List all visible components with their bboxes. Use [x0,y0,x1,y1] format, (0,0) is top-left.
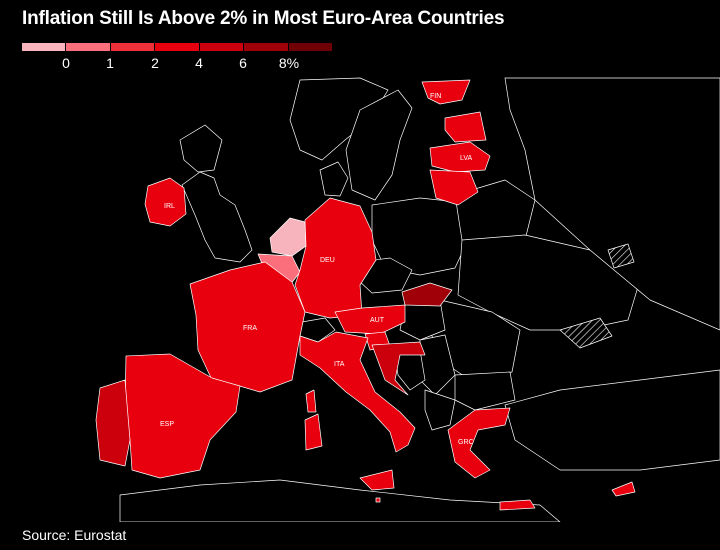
legend-swatch-1 [22,43,67,51]
country-grc [447,407,511,479]
country-alb-mkd [424,389,456,431]
label-grc: GRC [458,439,474,446]
legend-tick-2: 2 [151,55,159,71]
europe-map: FIN LVA IRL DEU FRA AUT ITA ESP GRC [95,77,720,522]
country-mlt [375,497,381,503]
disputed-area [559,317,613,349]
source-note: Source: Eurostat [22,527,127,543]
legend-tick-4: 4 [195,55,203,71]
legend-color-bar [22,43,332,51]
chart-title: Inflation Still Is Above 2% in Most Euro… [22,8,505,29]
country-fra [189,261,306,393]
country-aut [334,304,406,335]
country-pol [371,197,469,276]
country-gbr [181,171,253,263]
label-ita: ITA [334,361,345,368]
country-bgr [454,371,516,411]
label-deu: DEU [320,257,335,264]
disputed-area-2 [607,243,635,269]
legend-swatch-4 [155,43,200,51]
country-ita-sicily [359,469,395,491]
country-grc-crete [499,499,536,511]
country-nld [269,217,307,257]
country-prt [95,379,131,467]
color-legend: 0 1 2 4 6 8% [22,43,332,73]
country-hrv [371,341,426,396]
legend-swatch-6 [244,43,289,51]
country-nor [289,77,389,161]
label-aut: AUT [370,317,385,324]
country-lva [429,141,491,173]
country-dnk [319,161,349,197]
country-svk [401,282,453,307]
country-ita [299,331,416,453]
country-irl [144,177,187,227]
legend-swatch-3 [110,43,156,51]
country-rus [504,77,720,331]
country-fra-corsica [305,389,317,413]
legend-tick-0: 0 [62,55,70,71]
label-lva: LVA [460,155,473,162]
legend-swatch-2 [66,43,111,51]
country-north-africa [119,479,561,522]
label-fin: FIN [430,93,441,100]
country-tur [504,369,720,471]
country-ltu [429,169,479,206]
country-est [444,111,487,143]
legend-swatch-5 [199,43,245,51]
legend-swatch-7 [288,43,332,51]
label-esp: ESP [160,421,174,428]
country-fin [421,79,471,105]
country-scotland [179,124,223,173]
country-swe [345,89,413,201]
country-cyp [611,481,636,497]
label-irl: IRL [164,203,175,210]
legend-tick-8: 8% [278,55,300,71]
country-deu [294,197,377,319]
country-ita-sardinia [304,413,323,451]
legend-tick-1: 1 [106,55,114,71]
legend-tick-6: 6 [239,55,247,71]
label-fra: FRA [243,325,257,332]
